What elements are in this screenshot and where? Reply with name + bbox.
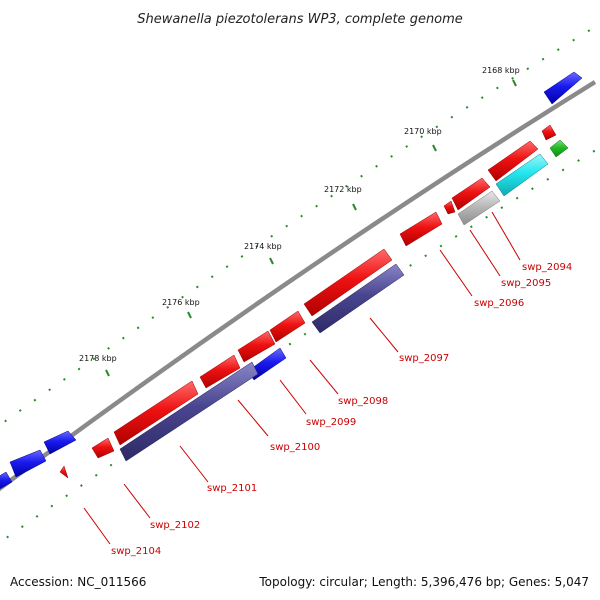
gene-label-swp-2104[interactable]: swp_2104 bbox=[111, 546, 161, 557]
gene-forward[interactable] bbox=[549, 139, 569, 158]
label-connectors bbox=[83, 211, 521, 545]
gene-labels: swp_2094 swp_2095 swp_2096 swp_2097 swp_… bbox=[111, 262, 572, 557]
inner-dotted-ring bbox=[0, 149, 597, 544]
gene-label-swp-2094[interactable]: swp_2094 bbox=[522, 262, 572, 273]
scale-label: 2174 kbp bbox=[244, 242, 282, 251]
connector-swp-2096 bbox=[439, 249, 473, 297]
gene-swp-2094[interactable] bbox=[487, 140, 539, 182]
ring-tick bbox=[352, 203, 357, 211]
gene-reverse[interactable] bbox=[311, 263, 405, 334]
gene-label-swp-2097[interactable]: swp_2097 bbox=[399, 353, 449, 364]
gene-swp-2098[interactable] bbox=[303, 248, 393, 317]
ring-tick bbox=[432, 144, 437, 152]
gene-forward[interactable] bbox=[543, 71, 583, 105]
connector-swp-2098 bbox=[309, 359, 339, 395]
ring-tick bbox=[269, 257, 274, 265]
forward-strand-genes bbox=[0, 71, 583, 490]
outer-ring-ticks bbox=[105, 79, 517, 377]
genome-backbone bbox=[0, 80, 597, 492]
gene-reverse[interactable] bbox=[457, 190, 501, 226]
gene-label-swp-2102[interactable]: swp_2102 bbox=[150, 520, 200, 531]
gene-swp-2102[interactable] bbox=[113, 380, 199, 446]
gene-swp-2095[interactable] bbox=[451, 177, 491, 211]
ring-tick bbox=[512, 79, 517, 87]
connector-swp-2102 bbox=[123, 483, 151, 519]
gene-swp-2097[interactable] bbox=[399, 211, 443, 247]
gene-label-swp-2095[interactable]: swp_2095 bbox=[501, 278, 551, 289]
connector-swp-2104 bbox=[83, 507, 111, 545]
connector-swp-2099 bbox=[279, 379, 307, 415]
gene-forward[interactable] bbox=[0, 471, 13, 490]
gene-forward[interactable] bbox=[43, 430, 77, 455]
gene-label-swp-2101[interactable]: swp_2101 bbox=[207, 483, 257, 494]
gene-label-swp-2100[interactable]: swp_2100 bbox=[270, 442, 320, 453]
outer-ring-path bbox=[0, 29, 591, 427]
scale-label: 2176 kbp bbox=[162, 298, 200, 307]
gene-swp-2096[interactable] bbox=[443, 200, 456, 215]
gene-swp-2101[interactable] bbox=[199, 354, 241, 389]
connector-swp-2094 bbox=[491, 211, 521, 261]
scale-labels: 2168 kbp 2170 kbp 2172 kbp 2174 kbp 2176… bbox=[79, 66, 520, 363]
outer-dotted-ring bbox=[0, 29, 591, 427]
connector-swp-2095 bbox=[469, 229, 501, 277]
accession-text: Accession: NC_011566 bbox=[10, 575, 146, 589]
gene-label-swp-2099[interactable]: swp_2099 bbox=[306, 417, 356, 428]
gene-forward[interactable] bbox=[9, 449, 47, 478]
scale-label: 2172 kbp bbox=[324, 185, 362, 194]
ring-tick bbox=[105, 369, 110, 377]
ring-tick bbox=[187, 311, 192, 319]
inner-ring-path bbox=[0, 149, 597, 544]
gene-swp-2104[interactable] bbox=[91, 437, 115, 459]
scale-label: 2170 kbp bbox=[404, 127, 442, 136]
gene-swp-2099[interactable] bbox=[269, 310, 306, 343]
genome-summary-text: Topology: circular; Length: 5,396,476 bp… bbox=[258, 575, 589, 589]
connector-swp-2097 bbox=[369, 317, 399, 353]
gene-swp-2100[interactable] bbox=[237, 330, 276, 363]
gene-label-swp-2098[interactable]: swp_2098 bbox=[338, 396, 388, 407]
gene-reverse[interactable] bbox=[119, 361, 259, 462]
scale-label: 2168 kbp bbox=[482, 66, 520, 75]
map-title: Shewanella piezotolerans WP3, complete g… bbox=[137, 12, 463, 27]
gene-label-swp-2096[interactable]: swp_2096 bbox=[474, 298, 524, 309]
gene-reverse[interactable] bbox=[59, 465, 69, 479]
gene-forward[interactable] bbox=[541, 124, 557, 141]
reverse-strand-genes bbox=[59, 153, 549, 479]
connector-swp-2100 bbox=[237, 399, 269, 437]
scale-label: 2178 kbp bbox=[79, 354, 117, 363]
connector-swp-2101 bbox=[179, 445, 209, 483]
gene-reverse[interactable] bbox=[495, 153, 549, 197]
